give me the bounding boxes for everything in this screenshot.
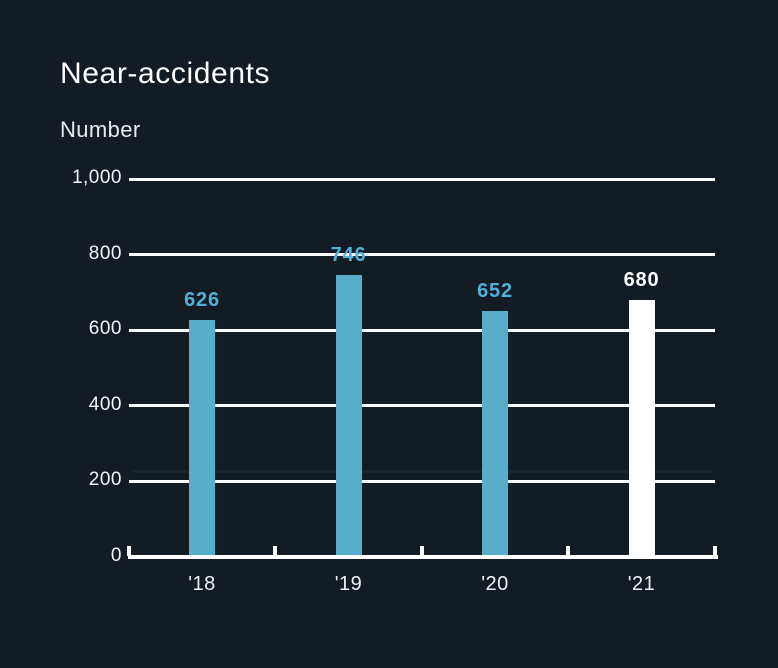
x-axis-label: '19 bbox=[334, 573, 363, 595]
chart-y-axis-title: Number bbox=[60, 117, 141, 142]
gridline bbox=[128, 404, 715, 408]
axis-tick bbox=[273, 546, 278, 556]
y-axis-label: 0 bbox=[110, 545, 122, 566]
axis-tick bbox=[712, 546, 717, 556]
axis-tick bbox=[126, 546, 131, 556]
bar-18 bbox=[189, 320, 215, 555]
reference-line bbox=[133, 470, 712, 474]
chart-title: Near-accidents bbox=[60, 57, 271, 90]
gridline bbox=[128, 328, 715, 332]
x-axis-label: '21 bbox=[627, 573, 656, 595]
y-axis-label: 1,000 bbox=[71, 167, 122, 188]
y-axis-label: 800 bbox=[88, 242, 122, 264]
bar-value-label: 652 bbox=[477, 279, 513, 302]
y-axis-label: 600 bbox=[88, 318, 122, 340]
bar-19 bbox=[335, 275, 362, 555]
gridline bbox=[128, 253, 715, 257]
bar-20 bbox=[482, 310, 508, 555]
gridline bbox=[128, 479, 715, 483]
bar-value-label: 746 bbox=[330, 244, 367, 266]
y-axis-label: 400 bbox=[88, 393, 122, 415]
x-axis-label: '20 bbox=[481, 573, 509, 595]
axis-tick bbox=[419, 546, 424, 556]
bar-value-label: 680 bbox=[623, 268, 660, 291]
axis-baseline bbox=[127, 555, 718, 559]
x-axis-label: '18 bbox=[188, 573, 216, 595]
bar-value-label: 626 bbox=[184, 289, 220, 312]
axis-tick bbox=[566, 546, 571, 556]
gridline bbox=[128, 177, 715, 181]
bar-21 bbox=[628, 299, 655, 555]
y-axis-label: 200 bbox=[88, 469, 122, 491]
